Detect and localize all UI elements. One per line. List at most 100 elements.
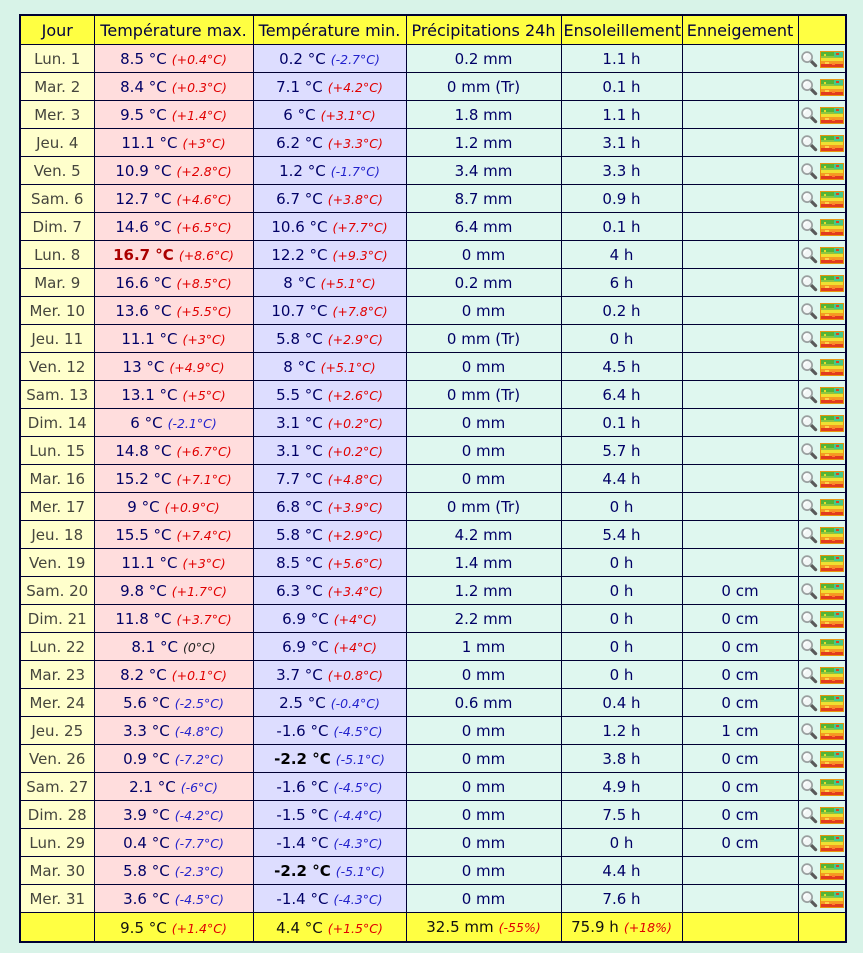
map-thumbnail-icon[interactable] (819, 106, 844, 124)
map-thumbnail-icon[interactable] (819, 358, 844, 376)
magnifier-icon[interactable] (800, 862, 818, 880)
icons-cell (797, 212, 847, 241)
magnifier-icon[interactable] (800, 134, 818, 152)
map-thumbnail-icon[interactable] (819, 638, 844, 656)
map-thumbnail-icon[interactable] (819, 582, 844, 600)
magnifier-icon[interactable] (800, 722, 818, 740)
map-thumbnail-icon[interactable] (819, 498, 844, 516)
map-thumbnail-icon[interactable] (819, 778, 844, 796)
magnifier-icon[interactable] (800, 106, 818, 124)
icons-cell (797, 44, 847, 73)
map-thumbnail-icon[interactable] (819, 806, 844, 824)
precip-cell: 0 mm (405, 772, 562, 801)
magnifier-icon[interactable] (800, 526, 818, 544)
day-cell: Sam. 6 (19, 184, 95, 213)
icon-group (800, 666, 844, 684)
magnifier-icon[interactable] (800, 50, 818, 68)
map-thumbnail-icon[interactable] (819, 666, 844, 684)
magnifier-icon[interactable] (800, 218, 818, 236)
day-cell: Mar. 30 (19, 856, 95, 885)
magnifier-icon[interactable] (800, 778, 818, 796)
magnifier-icon[interactable] (800, 610, 818, 628)
tmin-value: 6.7 °C (276, 190, 323, 208)
tmax-value: 11.8 °C (115, 610, 172, 628)
magnifier-icon[interactable] (800, 666, 818, 684)
map-thumbnail-icon[interactable] (819, 78, 844, 96)
map-thumbnail-icon[interactable] (819, 134, 844, 152)
magnifier-icon[interactable] (800, 890, 818, 908)
sun-cell: 5.7 h (560, 436, 683, 465)
snow-cell (681, 464, 799, 493)
map-thumbnail-icon[interactable] (819, 722, 844, 740)
precip-cell: 0 mm (405, 884, 562, 913)
map-thumbnail-icon[interactable] (819, 302, 844, 320)
map-thumbnail-icon[interactable] (819, 750, 844, 768)
tmax-anomaly: (+0.4°C) (171, 52, 227, 67)
magnifier-icon[interactable] (800, 694, 818, 712)
magnifier-icon[interactable] (800, 834, 818, 852)
tmax-cell: 8.5 °C (+0.4°C) (93, 44, 254, 73)
snow-cell (681, 72, 799, 101)
tmax-value: 9.8 °C (120, 582, 167, 600)
map-thumbnail-icon[interactable] (819, 470, 844, 488)
snow-cell (681, 128, 799, 157)
magnifier-icon[interactable] (800, 302, 818, 320)
snow-cell (681, 268, 799, 297)
map-thumbnail-icon[interactable] (819, 414, 844, 432)
map-thumbnail-icon[interactable] (819, 834, 844, 852)
icon-group (800, 806, 844, 824)
map-thumbnail-icon[interactable] (819, 274, 844, 292)
tmin-anomaly: (-4.5°C) (333, 780, 383, 795)
snow-cell (681, 100, 799, 129)
magnifier-icon[interactable] (800, 750, 818, 768)
magnifier-icon[interactable] (800, 78, 818, 96)
magnifier-icon[interactable] (800, 190, 818, 208)
map-thumbnail-icon[interactable] (819, 890, 844, 908)
summary-row: 9.5 °C (+1.4°C) 4.4 °C (+1.5°C) 32.5 mm (-5… (19, 912, 847, 943)
sun-cell: 0.2 h (560, 296, 683, 325)
tmin-cell: 10.7 °C (+7.8°C) (252, 296, 407, 325)
magnifier-icon[interactable] (800, 414, 818, 432)
map-thumbnail-icon[interactable] (819, 442, 844, 460)
magnifier-icon[interactable] (800, 442, 818, 460)
magnifier-icon[interactable] (800, 582, 818, 600)
tmin-anomaly: (-2.7°C) (330, 52, 380, 67)
precip-cell: 1.4 mm (405, 548, 562, 577)
magnifier-icon[interactable] (800, 554, 818, 572)
icon-group (800, 162, 844, 180)
precip-cell: 1 mm (405, 632, 562, 661)
map-thumbnail-icon[interactable] (819, 330, 844, 348)
tmin-value: -2.2 °C (274, 750, 331, 768)
magnifier-icon[interactable] (800, 358, 818, 376)
day-cell: Mar. 16 (19, 464, 95, 493)
map-thumbnail-icon[interactable] (819, 162, 844, 180)
tmin-value: 12.2 °C (271, 246, 328, 264)
map-thumbnail-icon[interactable] (819, 862, 844, 880)
tmax-cell: 10.9 °C (+2.8°C) (93, 156, 254, 185)
map-thumbnail-icon[interactable] (819, 610, 844, 628)
map-thumbnail-icon[interactable] (819, 694, 844, 712)
map-thumbnail-icon[interactable] (819, 50, 844, 68)
icon-group (800, 414, 844, 432)
summary-tmax-anomaly: (+1.4°C) (171, 920, 227, 936)
magnifier-icon[interactable] (800, 162, 818, 180)
map-thumbnail-icon[interactable] (819, 554, 844, 572)
map-thumbnail-icon[interactable] (819, 246, 844, 264)
magnifier-icon[interactable] (800, 498, 818, 516)
magnifier-icon[interactable] (800, 470, 818, 488)
magnifier-icon[interactable] (800, 246, 818, 264)
magnifier-icon[interactable] (800, 638, 818, 656)
map-thumbnail-icon[interactable] (819, 190, 844, 208)
map-thumbnail-icon[interactable] (819, 218, 844, 236)
magnifier-icon[interactable] (800, 274, 818, 292)
magnifier-icon[interactable] (800, 806, 818, 824)
precip-cell: 0 mm (405, 660, 562, 689)
sun-cell: 4 h (560, 240, 683, 269)
tmax-value: 10.9 °C (115, 162, 172, 180)
precip-cell: 0.6 mm (405, 688, 562, 717)
magnifier-icon[interactable] (800, 386, 818, 404)
map-thumbnail-icon[interactable] (819, 526, 844, 544)
magnifier-icon[interactable] (800, 330, 818, 348)
map-thumbnail-icon[interactable] (819, 386, 844, 404)
